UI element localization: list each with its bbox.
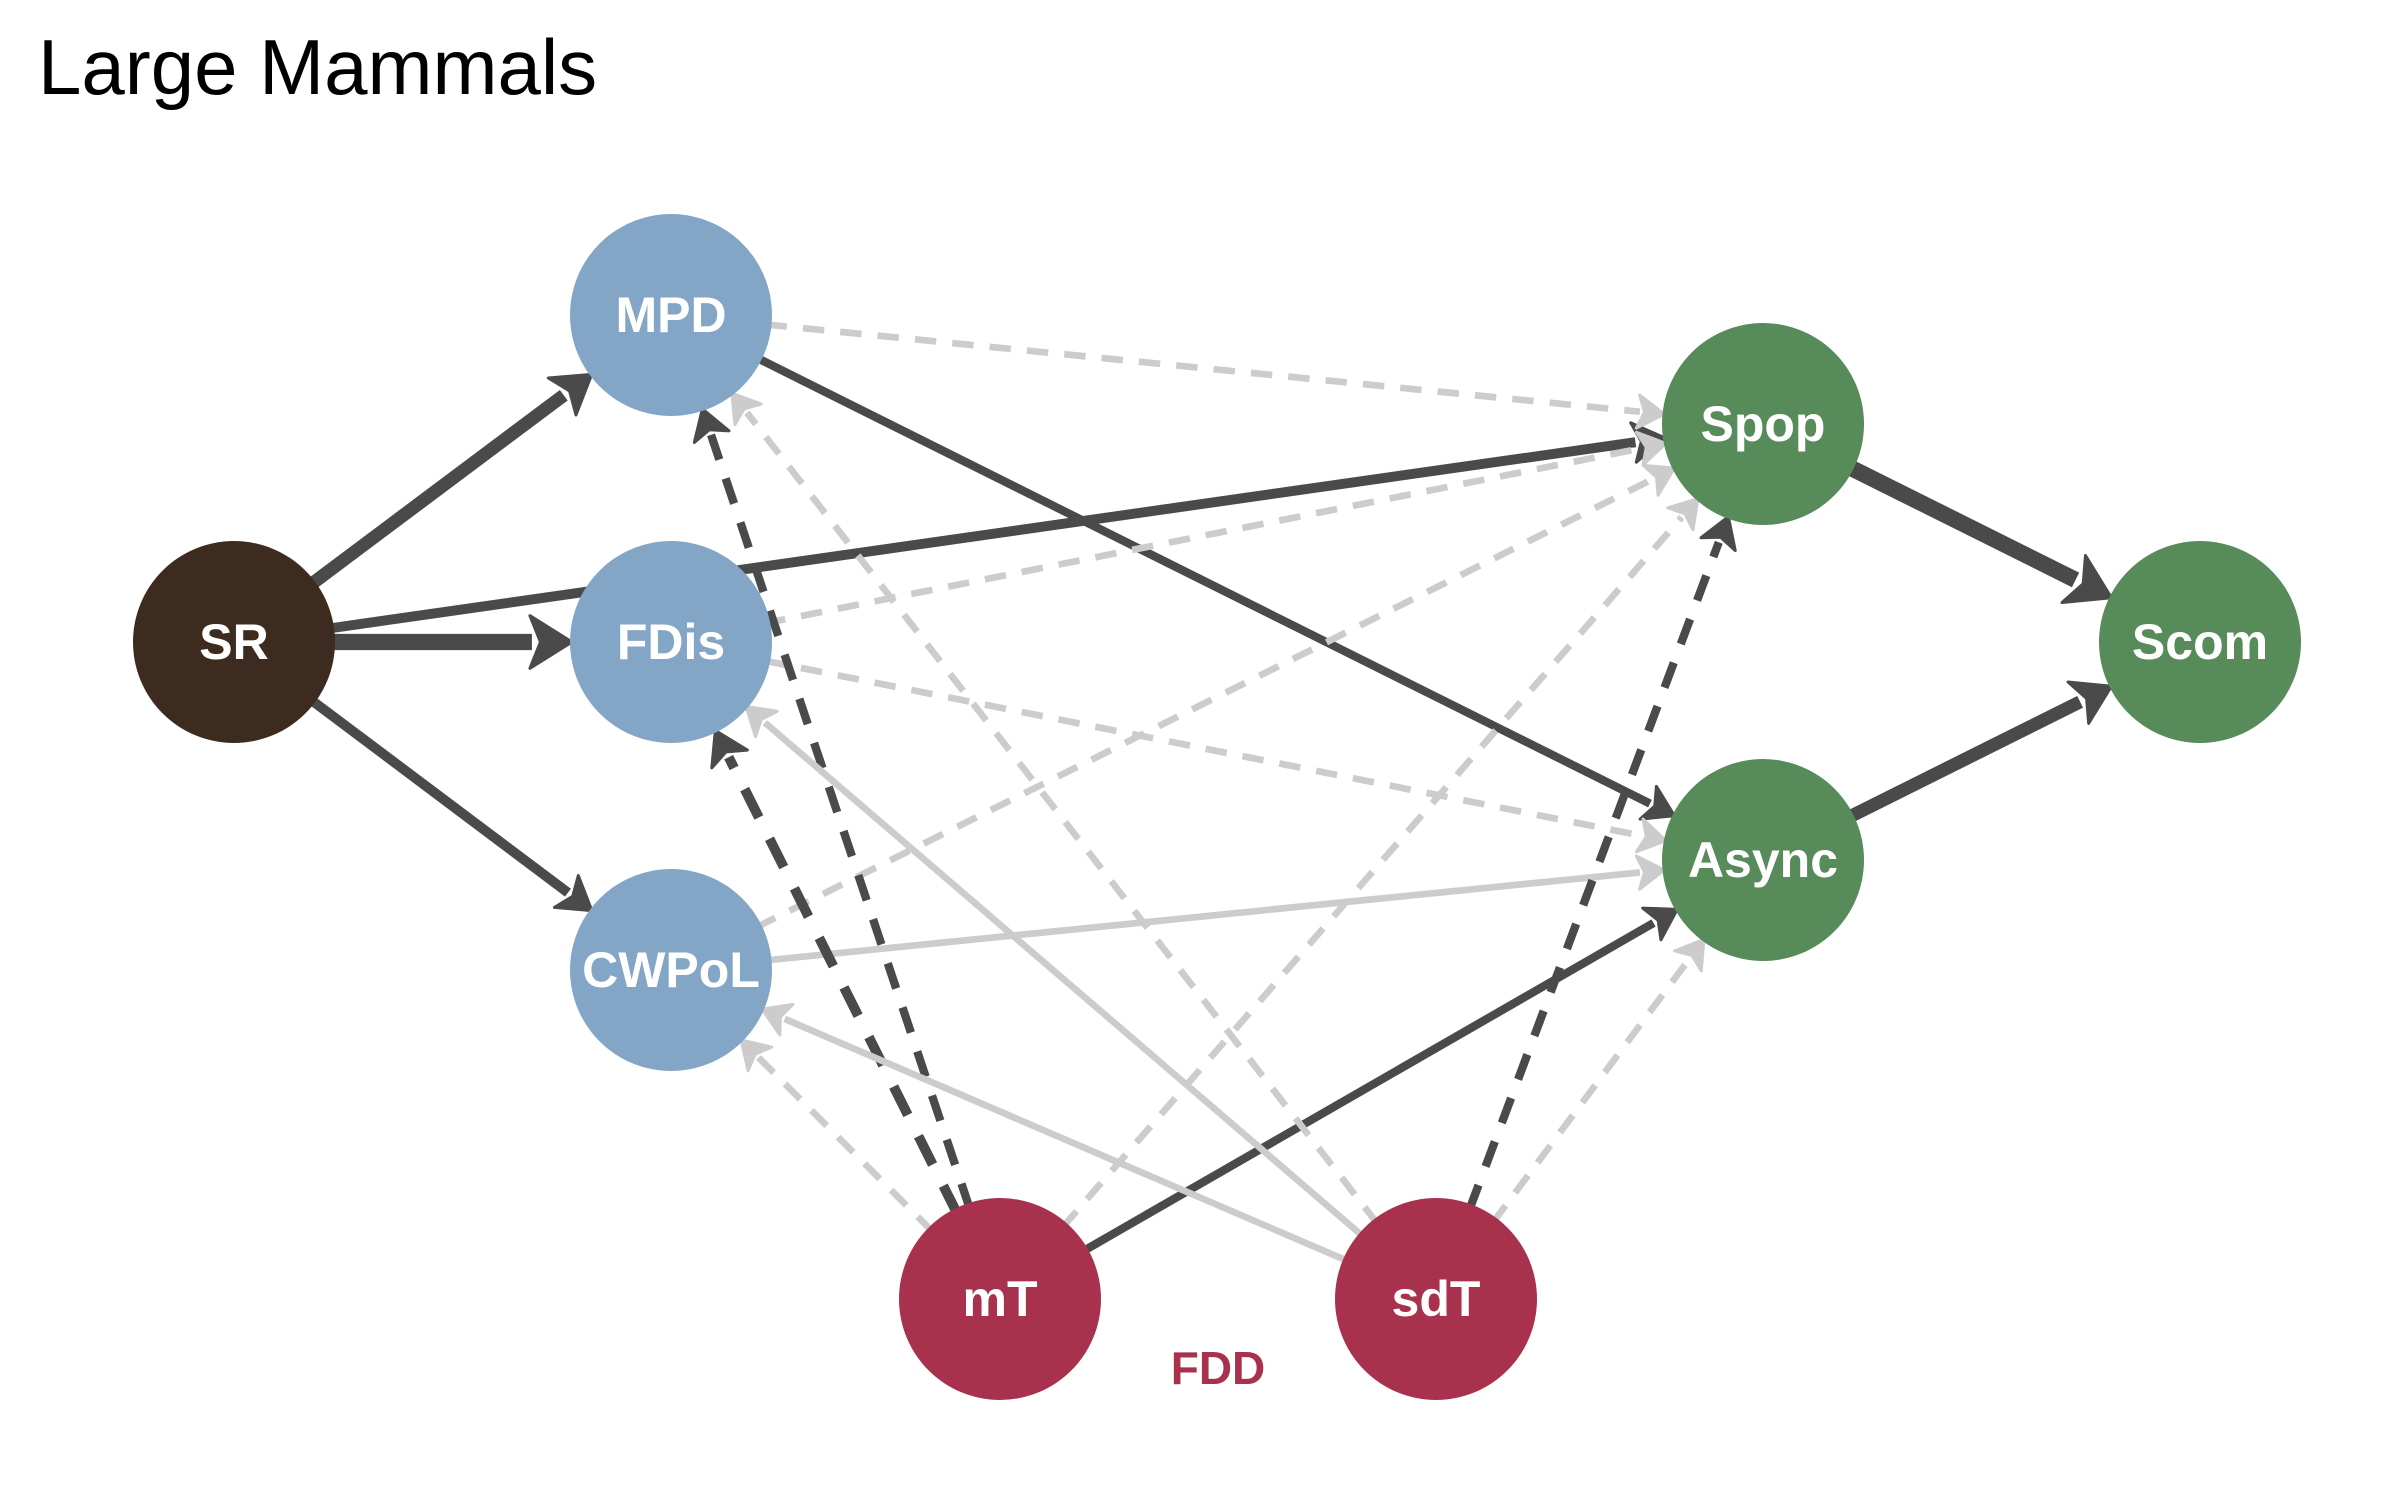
edge-line bbox=[327, 437, 1637, 634]
edges-layer bbox=[306, 321, 2113, 1265]
edge-line bbox=[307, 695, 571, 897]
edge-line bbox=[1059, 515, 1685, 1230]
arrowhead bbox=[552, 874, 594, 913]
edge-mpd-to-spop bbox=[765, 321, 1666, 430]
node-circle bbox=[570, 541, 772, 743]
node-circle bbox=[1335, 1198, 1537, 1400]
node-label: FDis bbox=[617, 614, 725, 670]
arrowhead bbox=[2060, 553, 2113, 605]
arrowhead bbox=[760, 1002, 795, 1037]
edge-line bbox=[783, 1015, 1351, 1265]
edge-sdt-to-spop bbox=[1465, 515, 1737, 1212]
edge-line bbox=[1845, 695, 2084, 824]
edge-mt-to-mpd bbox=[692, 407, 974, 1211]
edge-sr-to-mpd bbox=[306, 372, 594, 591]
node-label: mT bbox=[963, 1271, 1038, 1327]
edge-mpd-to-async bbox=[754, 353, 1676, 821]
nodes-layer: MPD FDis CWPoL SR Spop Async Scom mT sdT bbox=[133, 214, 2301, 1400]
arrowhead bbox=[528, 614, 574, 670]
arrowhead bbox=[2066, 680, 2113, 725]
arrowhead bbox=[710, 729, 749, 770]
node-circle bbox=[570, 869, 772, 1071]
node-fdis: FDis bbox=[570, 541, 772, 743]
fdd-group-label: FDD bbox=[1171, 1342, 1266, 1394]
edge-line bbox=[765, 869, 1641, 964]
node-async: Async bbox=[1662, 759, 1864, 961]
arrowhead bbox=[1673, 937, 1706, 973]
edge-line bbox=[1490, 957, 1692, 1225]
edge-cwpol-to-spop bbox=[754, 463, 1676, 931]
node-label: Spop bbox=[1701, 396, 1826, 452]
node-label: Async bbox=[1688, 832, 1838, 888]
edge-sr-to-fdis bbox=[329, 614, 574, 670]
arrowhead bbox=[739, 1038, 774, 1073]
node-label: sdT bbox=[1392, 1271, 1481, 1327]
arrowhead bbox=[1666, 497, 1700, 532]
edge-sdt-to-cwpol bbox=[760, 1002, 1351, 1265]
node-circle bbox=[1662, 323, 1864, 525]
node-label: MPD bbox=[615, 287, 726, 343]
node-mpd: MPD bbox=[570, 214, 772, 416]
node-label: SR bbox=[199, 614, 268, 670]
arrowhead bbox=[546, 372, 594, 417]
edge-mt-to-spop bbox=[1059, 497, 1700, 1230]
arrowhead bbox=[1641, 463, 1676, 497]
arrowhead bbox=[692, 407, 731, 444]
node-circle bbox=[570, 214, 772, 416]
edge-line bbox=[756, 1055, 936, 1235]
edge-sdt-to-fdis bbox=[744, 705, 1367, 1240]
node-mt: mT bbox=[899, 1198, 1101, 1400]
node-circle bbox=[133, 541, 335, 743]
edge-sdt-to-mpd bbox=[730, 391, 1381, 1227]
node-circle bbox=[1662, 759, 1864, 961]
arrowhead bbox=[1699, 515, 1737, 553]
node-circle bbox=[2099, 541, 2301, 743]
edge-mt-to-async bbox=[1080, 906, 1679, 1256]
node-label: CWPoL bbox=[582, 942, 760, 998]
edge-fdis-to-spop bbox=[763, 430, 1668, 627]
node-spop: Spop bbox=[1662, 323, 1864, 525]
edge-sr-to-cwpol bbox=[307, 695, 594, 913]
edge-line bbox=[765, 321, 1641, 416]
edge-line bbox=[744, 410, 1381, 1227]
arrowhead bbox=[1634, 430, 1668, 467]
arrowhead bbox=[730, 391, 763, 427]
edge-line bbox=[763, 657, 1643, 840]
edge-line bbox=[754, 476, 1654, 931]
edge-line bbox=[724, 754, 962, 1217]
arrowhead bbox=[744, 705, 779, 739]
node-sr: SR bbox=[133, 541, 335, 743]
edge-mt-to-fdis bbox=[710, 729, 962, 1217]
edge-mt-to-cwpol bbox=[739, 1038, 936, 1235]
node-sdt: sdT bbox=[1335, 1198, 1537, 1400]
edge-line bbox=[1844, 459, 2080, 588]
edge-sdt-to-async bbox=[1490, 937, 1706, 1225]
arrowhead bbox=[1634, 854, 1666, 891]
arrowhead bbox=[1638, 784, 1676, 821]
edge-async-to-scom bbox=[1845, 680, 2113, 824]
edge-spop-to-scom bbox=[1844, 459, 2113, 605]
edge-cwpol-to-async bbox=[765, 854, 1666, 964]
node-scom: Scom bbox=[2099, 541, 2301, 743]
edge-fdis-to-async bbox=[763, 657, 1668, 854]
edge-line bbox=[1465, 540, 1723, 1212]
edge-line bbox=[762, 720, 1367, 1240]
diagram-title: Large Mammals bbox=[38, 23, 598, 111]
arrowhead bbox=[1641, 906, 1679, 942]
edge-line bbox=[1080, 919, 1656, 1256]
edge-line bbox=[754, 353, 1652, 808]
node-circle bbox=[899, 1198, 1101, 1400]
edge-line bbox=[306, 390, 568, 591]
edge-line bbox=[763, 444, 1643, 627]
arrowhead bbox=[1634, 817, 1668, 854]
edge-sr-to-spop bbox=[327, 421, 1667, 634]
arrowhead bbox=[1634, 393, 1666, 430]
node-cwpol: CWPoL bbox=[570, 869, 772, 1071]
node-label: Scom bbox=[2132, 614, 2268, 670]
